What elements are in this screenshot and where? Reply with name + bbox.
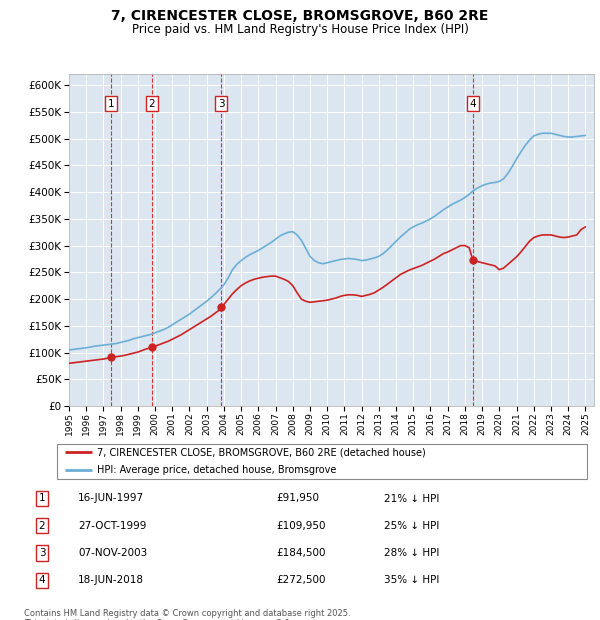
- Text: 35% ↓ HPI: 35% ↓ HPI: [384, 575, 439, 585]
- Text: £91,950: £91,950: [276, 494, 319, 503]
- Text: 27-OCT-1999: 27-OCT-1999: [78, 521, 146, 531]
- Text: 21% ↓ HPI: 21% ↓ HPI: [384, 494, 439, 503]
- Text: 3: 3: [38, 548, 46, 558]
- Text: 07-NOV-2003: 07-NOV-2003: [78, 548, 147, 558]
- Text: 28% ↓ HPI: 28% ↓ HPI: [384, 548, 439, 558]
- Text: 2: 2: [149, 99, 155, 109]
- Text: 1: 1: [108, 99, 115, 109]
- FancyBboxPatch shape: [56, 443, 587, 479]
- Text: 18-JUN-2018: 18-JUN-2018: [78, 575, 144, 585]
- Text: £109,950: £109,950: [276, 521, 325, 531]
- Text: Price paid vs. HM Land Registry's House Price Index (HPI): Price paid vs. HM Land Registry's House …: [131, 23, 469, 36]
- Text: Contains HM Land Registry data © Crown copyright and database right 2025.
This d: Contains HM Land Registry data © Crown c…: [24, 609, 350, 620]
- Text: 3: 3: [218, 99, 224, 109]
- Text: 1: 1: [38, 494, 46, 503]
- Text: HPI: Average price, detached house, Bromsgrove: HPI: Average price, detached house, Brom…: [97, 465, 337, 475]
- Text: 7, CIRENCESTER CLOSE, BROMSGROVE, B60 2RE (detached house): 7, CIRENCESTER CLOSE, BROMSGROVE, B60 2R…: [97, 448, 426, 458]
- Text: 4: 4: [470, 99, 476, 109]
- Text: 4: 4: [38, 575, 46, 585]
- Text: 2: 2: [38, 521, 46, 531]
- Text: 7, CIRENCESTER CLOSE, BROMSGROVE, B60 2RE: 7, CIRENCESTER CLOSE, BROMSGROVE, B60 2R…: [112, 9, 488, 24]
- Text: £272,500: £272,500: [276, 575, 325, 585]
- Text: 16-JUN-1997: 16-JUN-1997: [78, 494, 144, 503]
- Text: 25% ↓ HPI: 25% ↓ HPI: [384, 521, 439, 531]
- Text: £184,500: £184,500: [276, 548, 325, 558]
